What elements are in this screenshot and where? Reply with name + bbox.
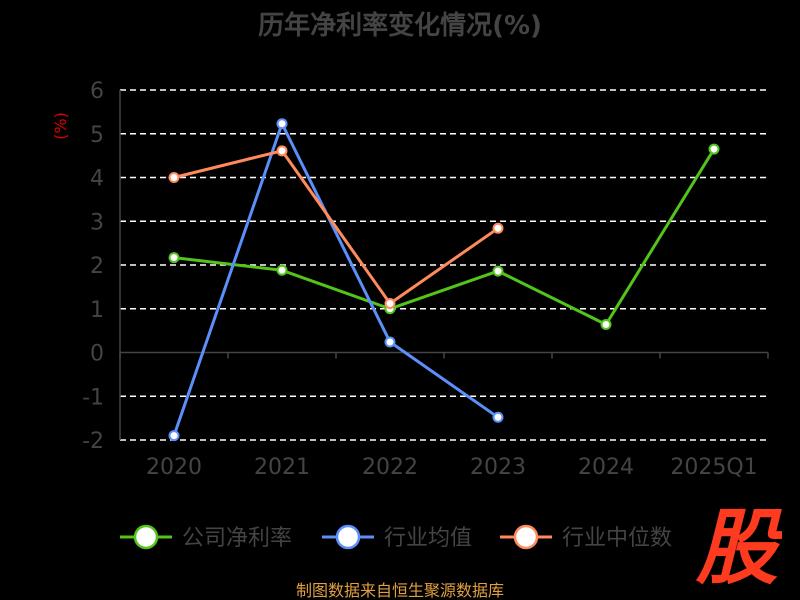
- legend: 公司净利率 行业均值 行业中位数: [120, 524, 672, 551]
- data-point: [276, 145, 288, 157]
- data-point: [276, 118, 288, 130]
- data-point: [384, 336, 396, 348]
- series-line-1: [173, 148, 716, 326]
- x-tick-label: 2023: [470, 455, 526, 480]
- x-tick-label: 2021: [254, 455, 310, 480]
- y-tick-label: 1: [90, 298, 104, 323]
- data-point: [708, 143, 720, 155]
- series-line-2: [172, 122, 499, 437]
- series-line-3: [173, 149, 499, 305]
- x-tick-label: 2024: [578, 455, 634, 480]
- legend-marker: [335, 524, 361, 550]
- legend-label: 公司净利率: [182, 526, 292, 551]
- y-tick-label: 3: [90, 210, 104, 235]
- axis-layer: 6 5 4 3 2 1 0 -1 -2 2020 2021 2022 2023 2024 2025Q1: [82, 79, 769, 480]
- legend-marker: [133, 524, 159, 550]
- data-point: [600, 319, 612, 330]
- x-tick-label: 2022: [362, 455, 418, 480]
- data-point: [492, 222, 504, 234]
- data-point: [168, 172, 180, 183]
- data-point: [492, 265, 504, 277]
- y-tick-label: 0: [90, 342, 104, 367]
- data-point: [492, 411, 504, 423]
- y-axis-unit: (%): [51, 112, 70, 140]
- x-tick-label: 2020: [146, 455, 202, 480]
- y-tick-label: -2: [82, 429, 104, 454]
- grid-layer: [120, 89, 768, 441]
- legend-marker: [513, 524, 539, 550]
- y-tick-label: 2: [90, 254, 104, 279]
- y-tick-label: 4: [90, 167, 104, 192]
- logo-char: 股: [695, 501, 782, 590]
- data-point: [276, 264, 288, 276]
- legend-label: 行业均值: [384, 526, 472, 551]
- data-point: [384, 298, 396, 309]
- source-note: 制图数据来自恒生聚源数据库: [296, 581, 504, 600]
- x-tick-label: 2025Q1: [670, 455, 757, 480]
- y-tick-label: 5: [90, 123, 104, 148]
- data-point: [168, 430, 180, 442]
- stock-logo-icon: 股: [692, 500, 786, 596]
- data-point: [168, 252, 180, 264]
- y-tick-label: -1: [82, 385, 104, 410]
- series-layer: [168, 118, 720, 442]
- chart-title: 历年净利率变化情况(%): [258, 10, 542, 41]
- legend-label: 行业中位数: [562, 526, 672, 551]
- y-tick-label: 6: [90, 79, 104, 104]
